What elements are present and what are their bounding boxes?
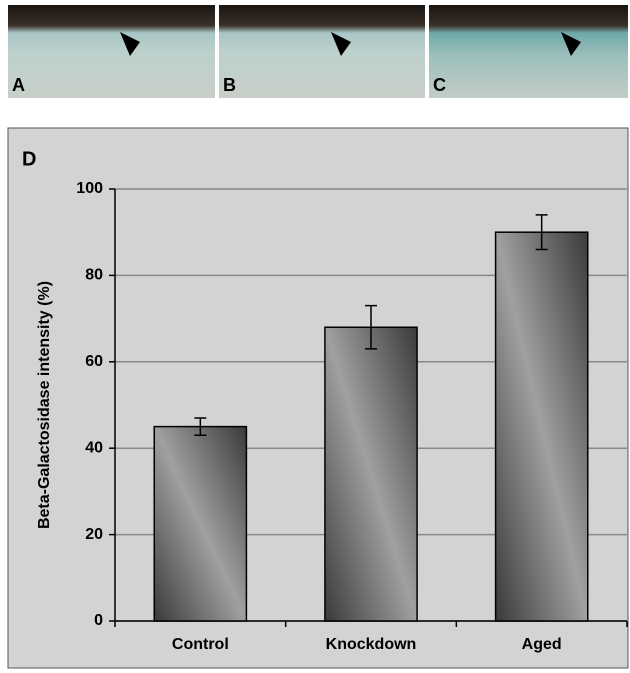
panel-label: B bbox=[223, 75, 236, 95]
micrograph-b bbox=[219, 5, 425, 98]
y-tick-label: 60 bbox=[85, 353, 103, 370]
x-tick-label: Knockdown bbox=[326, 636, 417, 653]
micrograph-a bbox=[8, 5, 215, 98]
y-tick-label: 20 bbox=[85, 526, 103, 543]
bar bbox=[496, 232, 588, 621]
bar bbox=[154, 427, 246, 621]
y-tick-label: 80 bbox=[85, 267, 103, 284]
y-tick-label: 0 bbox=[94, 612, 103, 629]
x-tick-label: Control bbox=[172, 636, 229, 653]
panel-label: C bbox=[433, 75, 446, 95]
y-axis-label: Beta-Galactosidase intensity (%) bbox=[36, 281, 53, 529]
bar bbox=[325, 327, 417, 621]
figure: A B C D Beta-Galactosidase intensity (%)… bbox=[0, 0, 630, 673]
page: A B C D Beta-Galactosidase intensity (%)… bbox=[0, 0, 630, 673]
micrograph-c bbox=[429, 5, 628, 98]
y-tick-label: 40 bbox=[85, 439, 103, 456]
y-tick-label: 100 bbox=[76, 180, 103, 197]
panel-label: A bbox=[12, 75, 25, 95]
panel-label: D bbox=[22, 148, 36, 170]
x-tick-label: Aged bbox=[522, 636, 562, 653]
